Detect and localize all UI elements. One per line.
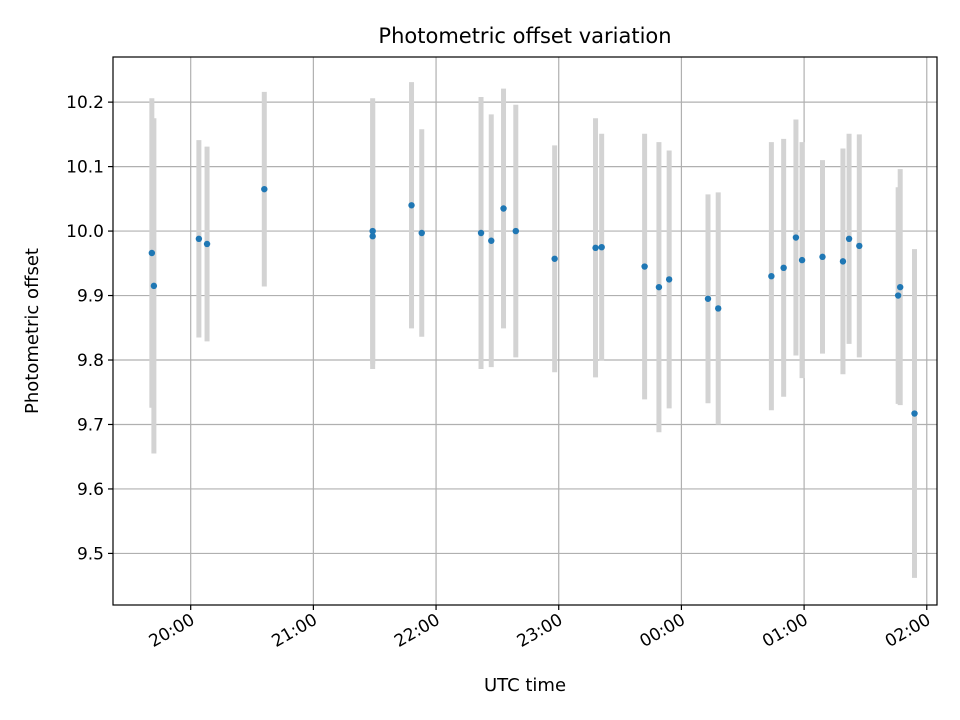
data-point [261,185,268,193]
chart-title: Photometric offset variation [378,24,671,48]
data-point [856,242,863,250]
data-point [369,233,376,240]
data-point [598,243,605,251]
y-tick-label: 9.6 [77,480,104,500]
data-point [641,263,648,270]
y-tick-label: 10.2 [66,93,104,113]
data-point [839,258,847,265]
y-tick-label: 9.8 [77,351,104,371]
y-tick-label: 9.7 [77,415,104,435]
data-point [819,253,826,261]
y-tick-label: 10.0 [66,222,104,242]
data-point [195,235,203,243]
y-axis-ticks: 9.5 9.6 9.7 9.8 9.9 10.0 10.1 10.2 [66,93,113,564]
plot-frame [112,56,938,606]
data-point [665,276,673,283]
data-point [780,264,787,272]
data-point [408,202,415,209]
data-point [150,282,158,290]
data-point [592,244,599,252]
data-point [148,249,156,257]
data-point [768,273,775,280]
y-tick-label: 10.1 [66,158,104,178]
data-point [203,240,211,248]
data-point [418,229,425,237]
data-point [477,229,485,237]
data-point [704,295,712,302]
y-tick-label: 9.5 [77,544,104,564]
data-point [792,234,800,241]
data-points [148,185,918,417]
data-point [551,255,558,262]
x-axis-label: UTC time [484,675,566,696]
data-point [845,235,853,243]
data-point [655,283,663,291]
data-point [896,283,904,291]
data-point [512,227,519,235]
data-point [911,410,918,417]
data-point [798,256,806,264]
y-axis-label: Photometric offset [22,248,43,414]
data-point [488,237,495,244]
data-point [500,205,507,212]
data-point [369,227,376,235]
data-point [894,292,902,299]
y-tick-label: 9.9 [77,287,104,307]
data-point [715,305,722,312]
